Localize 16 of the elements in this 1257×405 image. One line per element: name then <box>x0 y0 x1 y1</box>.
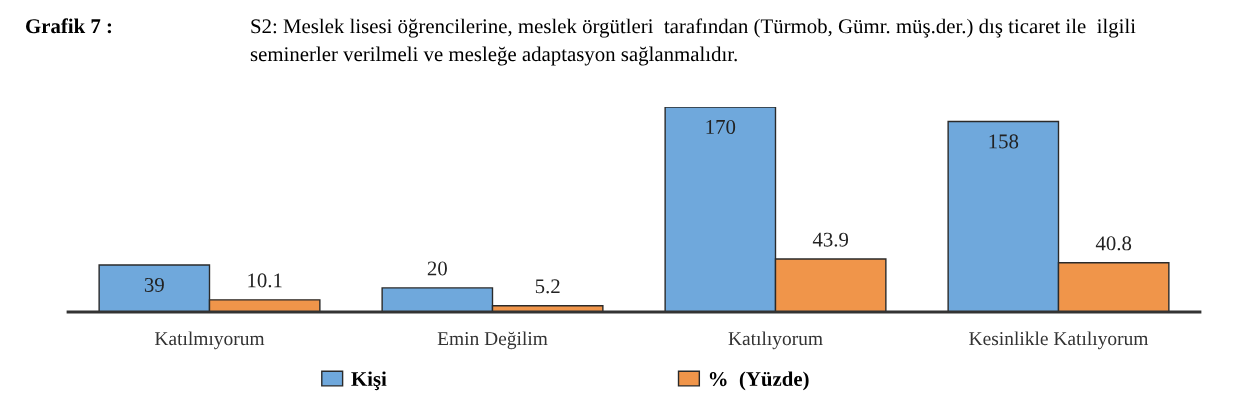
legend-label: Kişi <box>351 371 387 391</box>
x-tick-label: Katılmıyorum <box>154 331 265 350</box>
data-label: 39 <box>144 277 164 292</box>
data-label: 40.8 <box>1095 236 1132 251</box>
legend-label: % (Yüzde) <box>709 371 809 391</box>
x-tick-label: Emin Değilim <box>437 331 548 350</box>
data-label: 10.1 <box>248 273 282 288</box>
chart-subtitle: S2: Meslek lisesi öğrencilerine, meslek örgütleri tarafından (Türmob, Gümr. müş.der.) dış ticaret ile ilgili seminerler verilmeli ve mesleğe adaptasyon sağlanmalıdır. <box>250 18 1136 66</box>
chart-title: Grafik 7 : <box>26 18 112 34</box>
x-tick-label: Katılıyorum <box>728 331 823 350</box>
x-tick-label: Kesinlikle Katılıyorum <box>969 331 1149 350</box>
data-label: 5.2 <box>535 279 560 294</box>
data-label: 20 <box>427 261 447 276</box>
data-label: 158 <box>989 134 1019 149</box>
data-label: 43.9 <box>812 232 849 247</box>
data-label: 170 <box>706 119 736 134</box>
